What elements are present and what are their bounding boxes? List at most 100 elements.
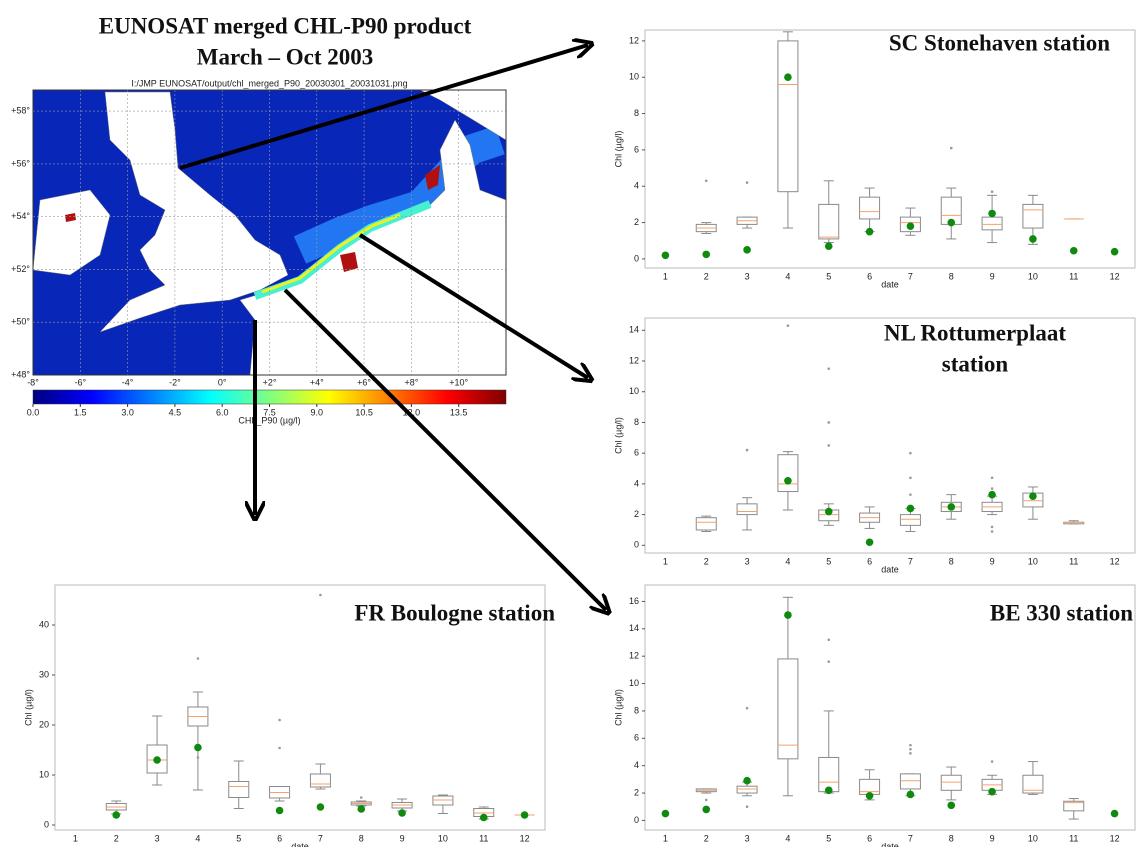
y-tick-label: 4 [634, 760, 639, 770]
x-tick-label: 7 [908, 833, 913, 843]
outlier [991, 190, 994, 193]
x-tick-label: 9 [990, 556, 995, 566]
x-tick-label: 3 [745, 271, 750, 281]
box [229, 782, 249, 798]
x-tick-label: 6 [867, 556, 872, 566]
x-tick-label: 12 [520, 833, 530, 843]
outlier [278, 719, 281, 722]
chart-title: station [942, 351, 1009, 376]
observed-point [825, 242, 833, 250]
observed-point [866, 792, 874, 800]
outlier [705, 179, 708, 182]
outlier [950, 147, 953, 150]
x-tick-label: 3 [745, 556, 750, 566]
figure: EUNOSAT merged CHL-P90 product March – O… [0, 0, 1137, 847]
box [900, 515, 920, 526]
observed-point [825, 508, 833, 516]
x-tick-label: 6 [277, 833, 282, 843]
x-tick-label: 2 [114, 833, 119, 843]
figure-title: EUNOSAT merged CHL-P90 product [99, 13, 472, 38]
map: I:/JMP EUNOSAT/output/chl_merged_P90_200… [11, 78, 506, 425]
observed-point [702, 806, 710, 814]
outlier [278, 747, 281, 750]
box [819, 204, 839, 239]
chart-title: FR Boulogne station [354, 600, 555, 625]
y-tick-label: 6 [634, 144, 639, 154]
colorbar-tick-label: 1.5 [74, 407, 87, 417]
y-tick-label: 6 [634, 448, 639, 458]
x-tick-label: +10° [449, 377, 468, 387]
box-chart: 0246810121416123456789101112dateChl (µg/… [613, 585, 1135, 847]
box [696, 518, 716, 530]
box-chart: 010203040123456789101112dateChl (µg/l)FR… [23, 585, 555, 847]
y-tick-label: 8 [634, 417, 639, 427]
y-tick-label: 12 [629, 651, 639, 661]
y-tick-label: +54° [11, 211, 30, 221]
observed-point [988, 210, 996, 218]
outlier [909, 744, 912, 747]
y-tick-label: 8 [634, 108, 639, 118]
y-tick-label: 4 [634, 478, 639, 488]
observed-point [988, 788, 996, 796]
outlier [909, 752, 912, 755]
observed-point [784, 73, 792, 81]
observed-point [702, 251, 710, 259]
x-tick-label: 8 [949, 556, 954, 566]
x-tick-label: 11 [1069, 556, 1078, 566]
x-tick-label: 9 [400, 833, 405, 843]
box [1023, 204, 1043, 228]
colorbar-tick-label: 4.5 [169, 407, 182, 417]
y-tick-label: 14 [629, 623, 639, 633]
x-tick-label: 3 [745, 833, 750, 843]
observed-point [743, 777, 751, 785]
x-tick-label: 4 [785, 833, 790, 843]
observed-point [398, 809, 406, 817]
box [737, 504, 757, 515]
x-tick-label: 11 [479, 833, 488, 843]
observed-point [907, 791, 915, 799]
x-tick-label: 11 [1069, 271, 1078, 281]
observed-point [866, 228, 874, 236]
colorbar-tick-label: 10.5 [355, 407, 373, 417]
x-tick-label: 9 [990, 833, 995, 843]
observed-point [866, 538, 874, 546]
y-tick-label: +50° [11, 317, 30, 327]
observed-point [662, 810, 670, 818]
x-tick-label: 1 [73, 833, 78, 843]
x-tick-label: 4 [785, 556, 790, 566]
y-axis-label: Chl (µg/l) [613, 417, 623, 454]
x-tick-label: 1 [663, 271, 668, 281]
observed-point [662, 251, 670, 259]
box [982, 217, 1002, 230]
chart-title: BE 330 station [990, 600, 1133, 625]
observed-point [947, 219, 955, 227]
x-tick-label: 10 [1028, 833, 1038, 843]
outlier [991, 760, 994, 763]
outlier [827, 638, 830, 641]
map-image [33, 90, 506, 375]
x-tick-label: 2 [704, 833, 709, 843]
y-tick-label: 10 [629, 72, 639, 82]
outlier [746, 805, 749, 808]
outlier [827, 660, 830, 663]
box [900, 774, 920, 789]
y-tick-label: 16 [629, 596, 639, 606]
x-tick-label: 1 [663, 556, 668, 566]
observed-point [276, 807, 284, 815]
x-axis-label: date [881, 279, 899, 289]
colorbar-tick-label: 0.0 [27, 407, 40, 417]
x-tick-label: 5 [826, 271, 831, 281]
observed-point [357, 805, 365, 813]
colorbar-label: CHL_P90 (µg/l) [238, 415, 300, 425]
x-tick-label: 2 [704, 271, 709, 281]
y-tick-label: +48° [11, 369, 30, 379]
x-tick-label: 7 [908, 271, 913, 281]
x-tick-label: 2 [704, 556, 709, 566]
x-tick-label: 1 [663, 833, 668, 843]
x-tick-label: +4° [310, 377, 324, 387]
x-tick-label: 5 [826, 556, 831, 566]
observed-point [947, 503, 955, 511]
y-tick-label: 14 [629, 325, 639, 335]
x-tick-label: 8 [949, 271, 954, 281]
